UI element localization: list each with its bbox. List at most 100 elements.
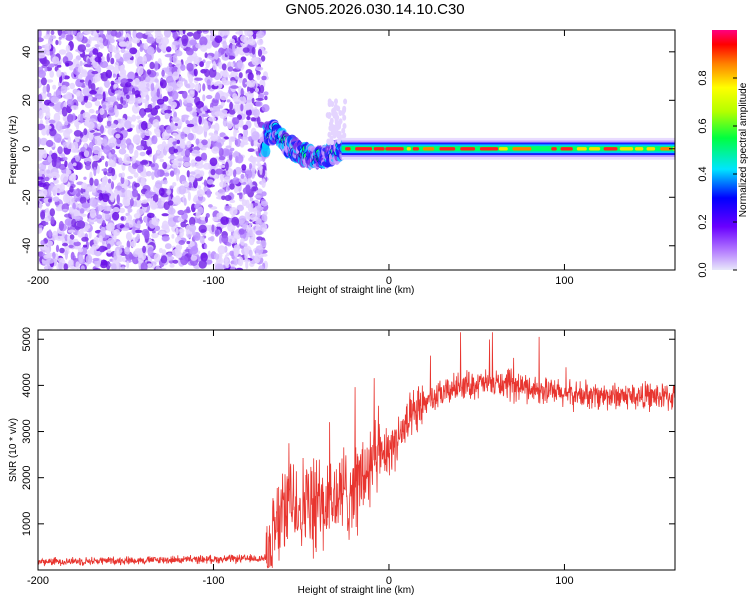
- noise-speckle: [195, 200, 203, 204]
- noise-speckle: [92, 155, 100, 161]
- spectrogram-x-tick-label: 0: [386, 275, 392, 287]
- noise-speckle: [121, 266, 126, 270]
- noise-speckle: [260, 240, 267, 248]
- noise-speckle: [172, 31, 178, 40]
- noise-speckle: [39, 137, 48, 146]
- noise-speckle: [38, 123, 46, 131]
- noise-speckle: [127, 208, 133, 213]
- chart-title: GN05.2026.030.14.10.C30: [285, 1, 465, 18]
- noise-speckle: [38, 60, 41, 66]
- noise-speckle: [121, 172, 125, 178]
- noise-speckle: [142, 245, 147, 254]
- noise-speckle: [245, 199, 250, 209]
- noise-speckle: [98, 235, 103, 243]
- noise-speckle: [118, 72, 127, 77]
- noise-speckle: [55, 88, 62, 98]
- noise-speckle: [245, 220, 249, 226]
- noise-speckle: [151, 171, 155, 180]
- noise-speckle: [163, 30, 172, 38]
- noise-speckle: [147, 104, 153, 110]
- noise-speckle: [159, 79, 167, 89]
- noise-speckle: [201, 113, 209, 118]
- noise-speckle: [178, 240, 185, 245]
- noise-speckle: [260, 55, 266, 62]
- noise-speckle: [77, 162, 82, 170]
- noise-speckle: [198, 259, 207, 269]
- noise-speckle: [110, 80, 115, 86]
- noise-speckle: [83, 63, 93, 68]
- noise-speckle: [64, 194, 71, 203]
- noise-speckle: [38, 37, 44, 43]
- noise-speckle: [75, 123, 80, 131]
- noise-speckle: [171, 90, 179, 101]
- noise-speckle: [189, 171, 196, 175]
- noise-speckle: [254, 195, 261, 198]
- noise-speckle: [53, 154, 57, 163]
- signal-haze: [330, 101, 335, 107]
- noise-speckle: [125, 138, 132, 146]
- noise-speckle: [107, 178, 112, 184]
- noise-speckle: [134, 236, 139, 242]
- noise-speckle: [210, 168, 216, 176]
- noise-speckle: [195, 156, 202, 162]
- noise-speckle: [146, 138, 152, 148]
- noise-speckle: [80, 265, 85, 270]
- noise-speckle: [110, 194, 115, 203]
- noise-speckle: [204, 52, 208, 58]
- noise-speckle: [263, 91, 269, 96]
- noise-speckle: [38, 190, 42, 195]
- noise-speckle: [235, 155, 239, 163]
- noise-speckle: [169, 170, 175, 177]
- noise-speckle: [245, 99, 253, 103]
- noise-speckle: [39, 188, 48, 197]
- snr-y-axis-label: SNR (10 * v/v): [8, 418, 19, 482]
- noise-speckle: [127, 175, 134, 180]
- noise-speckle: [98, 192, 103, 201]
- noise-speckle: [172, 41, 180, 46]
- signal-ridge: [406, 147, 411, 151]
- noise-speckle: [200, 252, 208, 262]
- noise-speckle: [140, 139, 145, 146]
- noise-speckle: [44, 43, 52, 51]
- noise-speckle: [202, 162, 212, 170]
- signal-haze: [341, 127, 346, 134]
- noise-speckle: [69, 82, 76, 90]
- noise-speckle: [42, 150, 48, 159]
- noise-speckle: [221, 109, 228, 114]
- noise-speckle: [108, 152, 112, 161]
- noise-speckle: [132, 30, 137, 39]
- noise-speckle: [75, 154, 80, 162]
- noise-speckle: [198, 220, 207, 225]
- noise-speckle: [65, 34, 74, 41]
- noise-speckle: [100, 56, 106, 62]
- noise-speckle: [249, 155, 254, 163]
- signal-ridge: [439, 147, 456, 151]
- noise-speckle: [48, 102, 55, 107]
- noise-speckle: [208, 68, 217, 78]
- noise-speckle: [140, 109, 145, 118]
- noise-speckle: [135, 32, 144, 39]
- noise-speckle: [72, 202, 76, 211]
- signal-ridge: [412, 147, 419, 151]
- noise-speckle: [58, 220, 64, 231]
- noise-speckle: [215, 168, 223, 175]
- noise-speckle: [75, 91, 81, 97]
- signal-blob: [261, 145, 271, 158]
- noise-speckle: [226, 99, 231, 103]
- noise-speckle: [50, 216, 55, 225]
- noise-speckle: [60, 84, 68, 94]
- noise-speckle: [193, 179, 198, 189]
- snr-y-tick-label: 4000: [21, 373, 33, 397]
- noise-speckle: [101, 138, 108, 147]
- noise-speckle: [220, 216, 229, 226]
- noise-speckle: [96, 214, 103, 220]
- noise-speckle: [142, 55, 147, 65]
- noise-speckle: [229, 183, 235, 190]
- noise-speckle: [180, 64, 186, 71]
- noise-speckle: [154, 61, 159, 71]
- noise-speckle: [211, 224, 215, 233]
- noise-speckle: [159, 158, 164, 163]
- noise-speckle: [64, 128, 73, 134]
- spectrogram-y-tick-label: -40: [21, 238, 33, 254]
- noise-speckle: [240, 103, 244, 112]
